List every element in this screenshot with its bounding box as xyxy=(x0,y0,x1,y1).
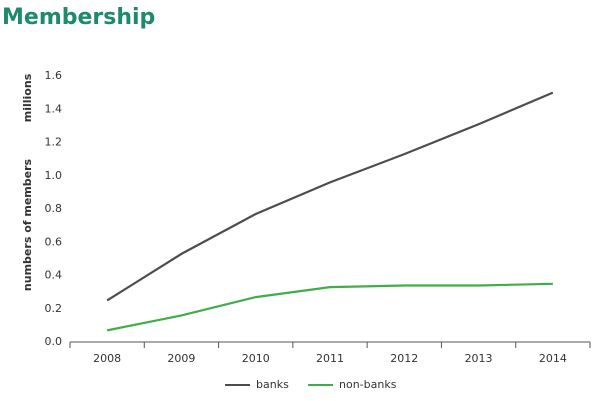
x-tick-label: 2010 xyxy=(242,352,270,365)
legend-label: non-banks xyxy=(339,378,397,391)
x-tick-label: 2008 xyxy=(93,352,121,365)
y-tick-label: 0.8 xyxy=(45,202,63,215)
line-series xyxy=(106,91,554,302)
legend-label: banks xyxy=(256,378,289,391)
y-tick-label: 0.6 xyxy=(45,235,63,248)
line-series xyxy=(106,282,553,332)
x-tick-label: 2012 xyxy=(390,352,418,365)
y-tick-label: 1.6 xyxy=(45,69,63,82)
y-tick-label: 0.0 xyxy=(45,335,63,348)
x-tick-label: 2009 xyxy=(167,352,195,365)
y-tick-label: 1.0 xyxy=(45,169,63,182)
x-tick-label: 2014 xyxy=(539,352,567,365)
y-tick-label: 0.2 xyxy=(45,302,63,315)
y-axis-label: numbers of members xyxy=(21,158,34,291)
x-tick-label: 2011 xyxy=(316,352,344,365)
y-tick-label: 0.4 xyxy=(45,269,63,282)
y-tick-label: 1.4 xyxy=(45,102,63,115)
chart-title: Membership xyxy=(2,5,155,30)
y-axis-unit: millions xyxy=(21,73,34,122)
y-tick-label: 1.2 xyxy=(45,136,63,149)
x-tick-label: 2013 xyxy=(465,352,493,365)
